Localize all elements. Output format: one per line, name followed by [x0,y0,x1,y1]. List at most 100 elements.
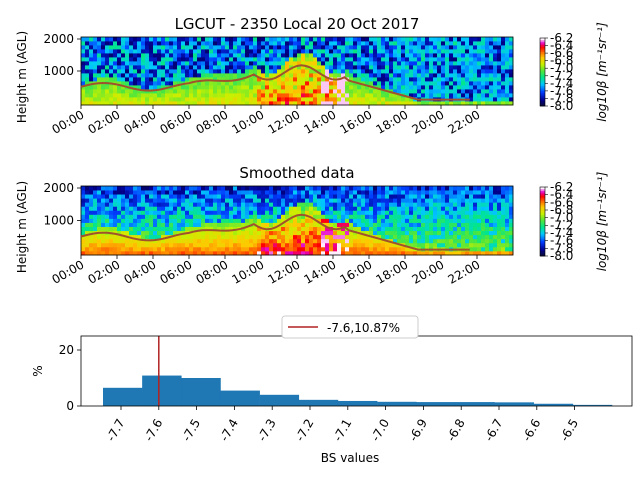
heatmap-cell [189,73,194,78]
heatmap-cell [393,65,398,70]
heatmap-cell [201,45,206,50]
heatmap-cell [149,250,154,256]
colorbar-frame [539,37,546,107]
heatmap-cell [181,190,186,195]
heatmap-cell [141,57,146,62]
heatmap-cell [401,194,406,199]
heatmap-cell [209,53,214,58]
heatmap-cell [145,226,150,232]
heatmap-cell [293,190,298,195]
heatmap-cell [217,250,222,256]
heatmap-cell [313,61,318,66]
heatmap-cell [181,57,186,62]
heatmap-cell [213,226,218,232]
heatmap-cell [229,77,234,82]
heatmap-cell [389,77,394,82]
heatmap-cell [397,65,402,70]
heatmap-cell [229,238,234,244]
heatmap-cell [281,81,286,86]
heatmap-cell [153,45,158,50]
heatmap-cell [93,49,98,54]
heatmap-cell [321,45,326,50]
heatmap-cell [293,45,298,50]
heatmap-cell [105,246,110,252]
heatmap-cell [465,198,470,203]
heatmap-cell [505,210,510,215]
heatmap-cell [501,101,506,106]
heatmap-cell [325,206,330,211]
heatmap-cell [125,81,130,86]
heatmap-cell [425,198,430,203]
heatmap-cell [261,238,266,244]
heatmap-cell [229,89,234,94]
heatmap-cell [365,101,370,106]
heatmap-cell [429,69,434,74]
heatmap-cell [349,238,354,244]
heatmap-cell [357,214,362,219]
heatmap-cell [369,230,374,236]
heatmap-cell [433,101,438,106]
heatmap-cell [229,69,234,74]
heatmap-cell [433,37,438,42]
heatmap-cell [453,57,458,62]
heatmap-cell [189,101,194,106]
heatmap-cell [505,226,510,232]
heatmap-cell [149,242,154,248]
heatmap-cell [305,226,310,232]
heatmap-cell [401,49,406,54]
heatmap-cell [417,198,422,203]
heatmap-cell [209,198,214,203]
heatmap-cell [365,226,370,232]
heatmap-cell [185,238,190,244]
heatmap-cell [481,45,486,50]
heatmap-cell [145,41,150,46]
heatmap-cell [405,101,410,106]
heatmap-cell [337,234,342,240]
heatmap-cell [389,101,394,106]
heatmap-cell [217,101,222,106]
heatmap-cell [329,238,334,244]
heatmap-cell [357,234,362,240]
heatmap-cell [213,190,218,195]
heatmap-cell [429,45,434,50]
heatmap-cell [461,53,466,58]
heatmap-cell [301,81,306,86]
heatmap-cell [213,45,218,50]
heatmap-cell [413,210,418,215]
heatmap-cell [313,93,318,98]
heatmap-cell [209,186,214,191]
heatmap-cell [241,57,246,62]
heatmap-cell [137,206,142,211]
heatmap-cell [401,250,406,256]
heatmap-cell [333,53,338,58]
heatmap-cell [233,214,238,219]
heatmap-cell [325,85,330,90]
heatmap-cell [221,37,226,42]
heatmap-cell [217,89,222,94]
x-tick-label: 08:00 [194,257,231,286]
heatmap-cell [169,230,174,236]
heatmap-cell [193,45,198,50]
heatmap-cell [141,234,146,240]
colorbar-tick-label: -6.2 [550,31,573,45]
heatmap-cell [89,234,94,240]
heatmap-cell [365,37,370,42]
heatmap-cell [469,202,474,207]
heatmap-cell [225,69,230,74]
heatmap-cell [101,198,106,203]
heatmap-cell [329,93,334,98]
heatmap-cell [157,238,162,244]
heatmap-cell [345,242,350,248]
heatmap-cell [357,190,362,195]
heatmap-cell [453,93,458,98]
heatmap-cell [257,37,262,42]
heatmap-cell [441,214,446,219]
heatmap-cell [429,49,434,54]
heatmap-cell [213,37,218,42]
heatmap-cell [401,61,406,66]
heatmap-cell [313,49,318,54]
heatmap-cell [297,73,302,78]
heatmap-cell [409,69,414,74]
heatmap-cell [109,41,114,46]
heatmap-cell [261,85,266,90]
